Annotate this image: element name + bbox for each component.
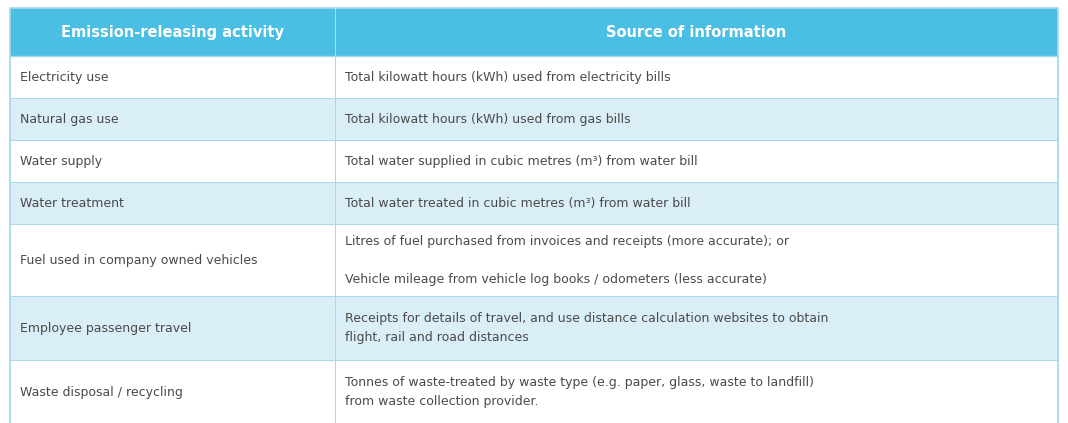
Text: Employee passenger travel: Employee passenger travel [20,321,191,335]
Text: Total kilowatt hours (kWh) used from electricity bills: Total kilowatt hours (kWh) used from ele… [345,71,671,83]
Text: Fuel used in company owned vehicles: Fuel used in company owned vehicles [20,253,257,266]
Bar [10,296,1058,360]
Text: Tonnes of waste-treated by waste type (e.g. paper, glass, waste to landfill)
fro: Tonnes of waste-treated by waste type (e… [345,376,814,408]
Text: Receipts for details of travel, and use distance calculation websites to obtain
: Receipts for details of travel, and use … [345,312,829,344]
Text: Electricity use: Electricity use [20,71,109,83]
Bar [10,140,1058,182]
Text: Litres of fuel purchased from invoices and receipts (more accurate); or

Vehicle: Litres of fuel purchased from invoices a… [345,234,789,286]
Bar [10,98,1058,140]
Text: Emission-releasing activity: Emission-releasing activity [61,25,284,39]
Text: Water supply: Water supply [20,154,103,168]
Bar [10,56,1058,98]
Bar [10,182,1058,224]
Text: Total water treated in cubic metres (m³) from water bill: Total water treated in cubic metres (m³)… [345,197,691,209]
Text: Waste disposal / recycling: Waste disposal / recycling [20,385,183,398]
Text: Total water supplied in cubic metres (m³) from water bill: Total water supplied in cubic metres (m³… [345,154,697,168]
Text: Water treatment: Water treatment [20,197,124,209]
Bar [10,224,1058,296]
Text: Total kilowatt hours (kWh) used from gas bills: Total kilowatt hours (kWh) used from gas… [345,113,630,126]
Bar [10,8,1058,56]
Text: Natural gas use: Natural gas use [20,113,119,126]
Text: Source of information: Source of information [607,25,787,39]
Bar [10,360,1058,423]
